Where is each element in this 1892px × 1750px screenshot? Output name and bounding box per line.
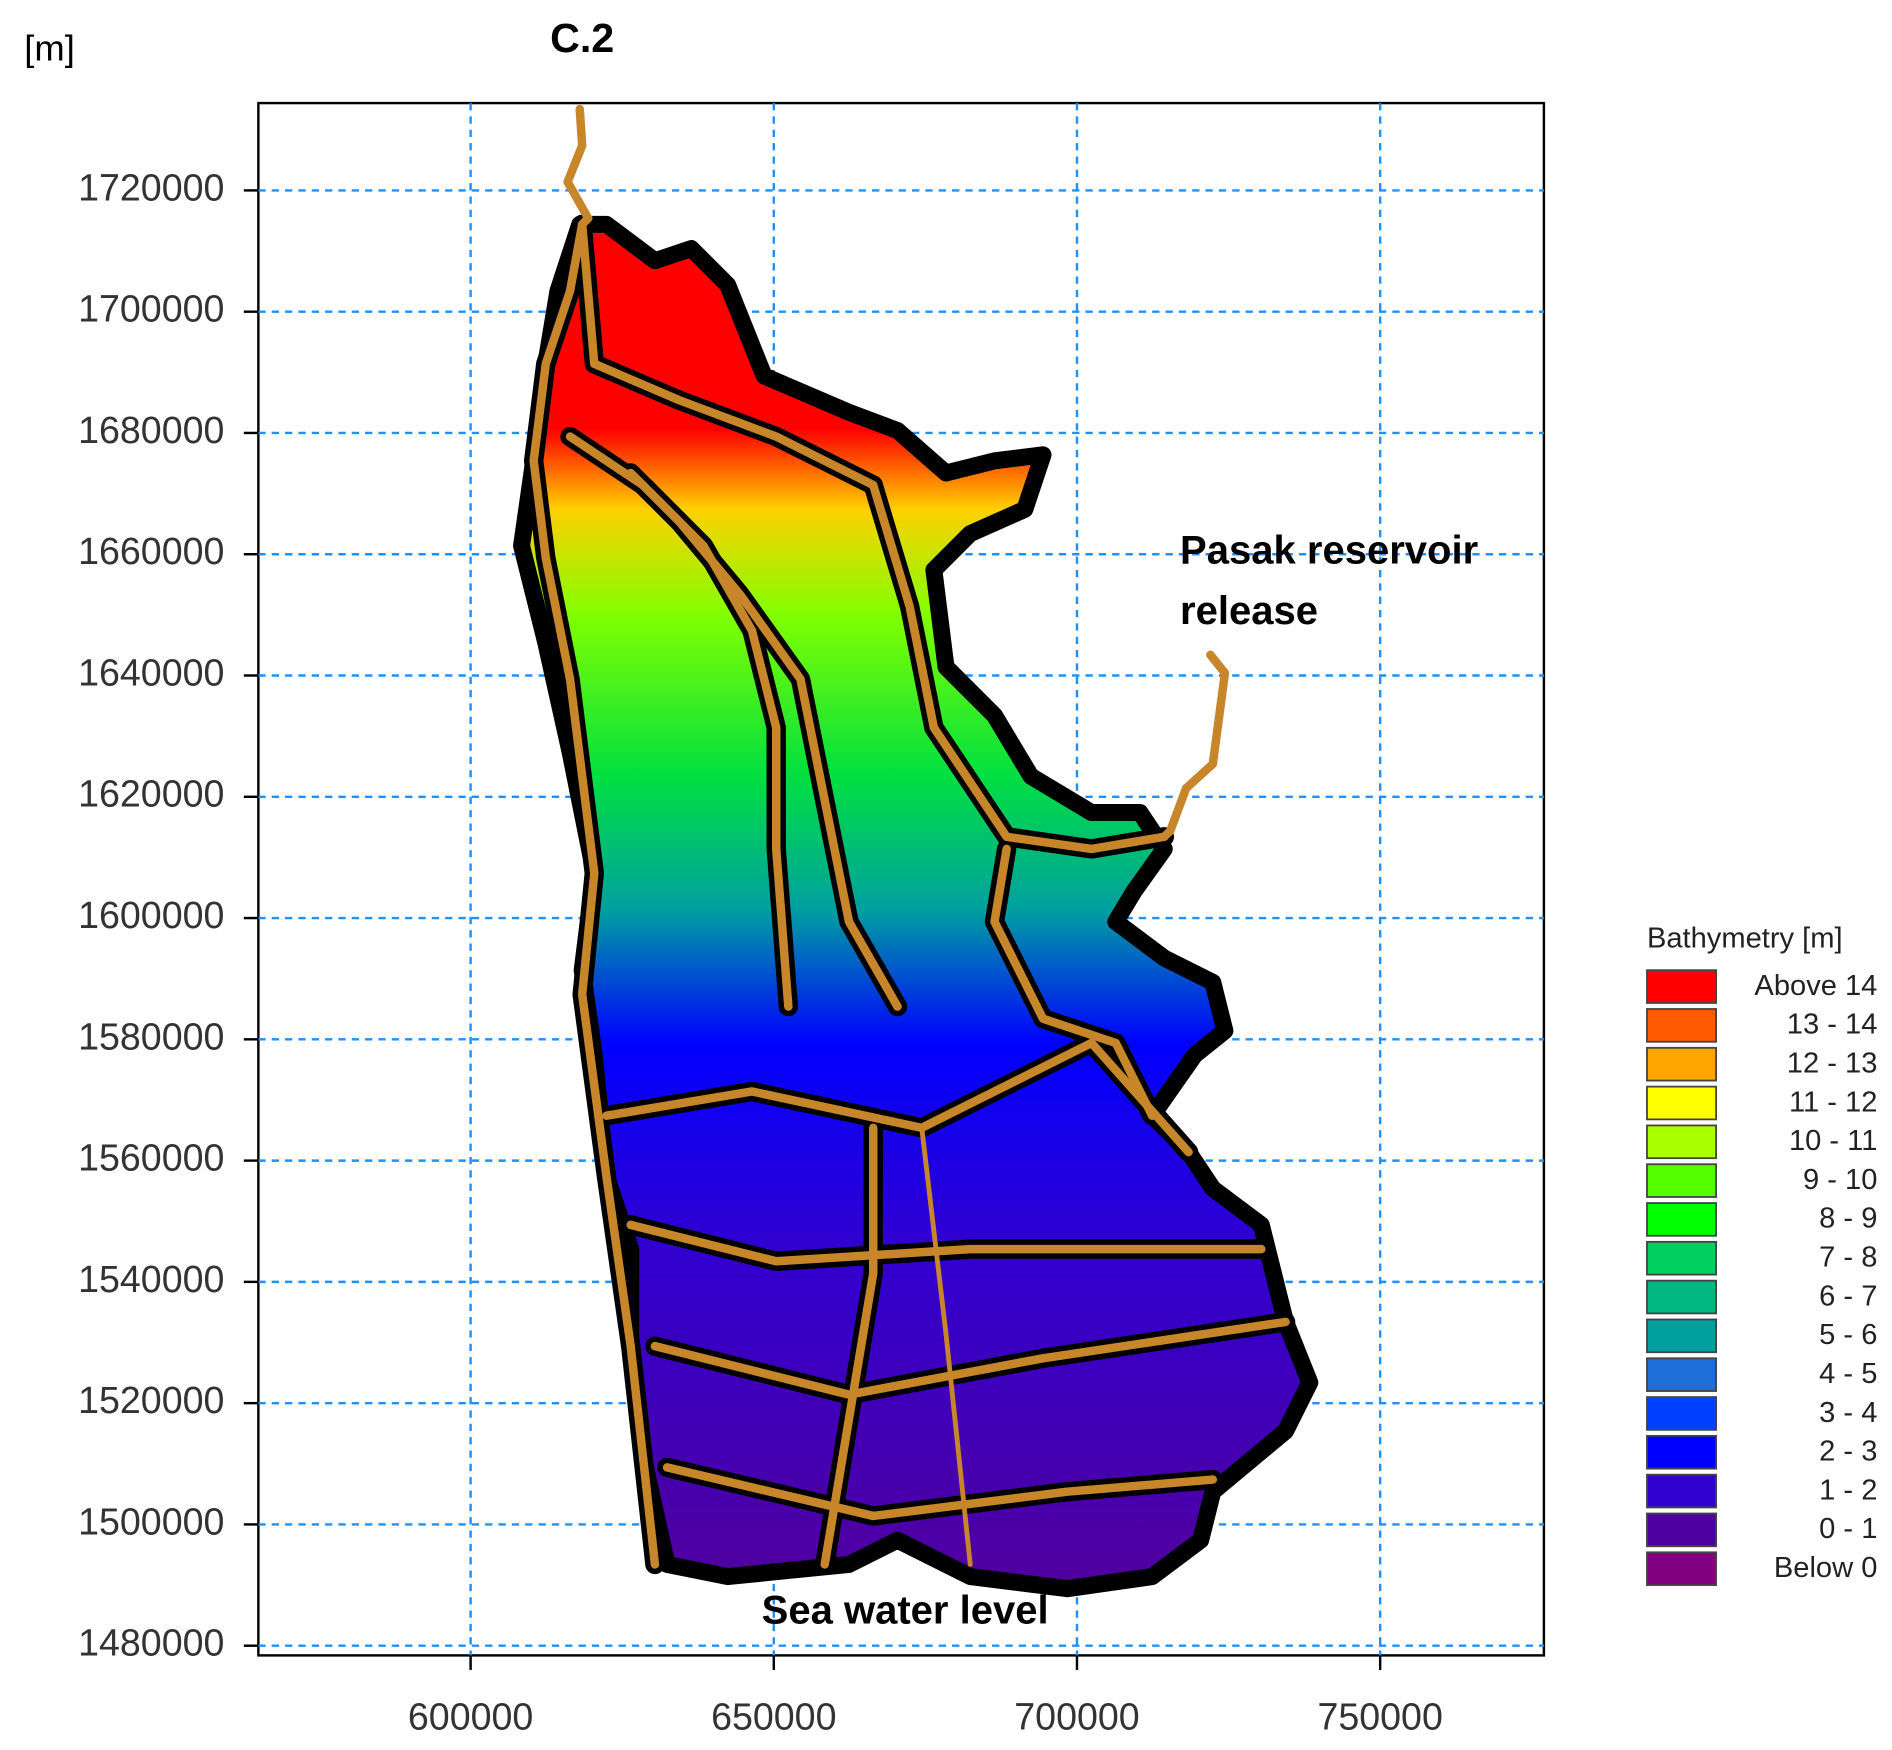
legend-label: Above 14 [1754, 970, 1877, 1002]
legend-swatch [1646, 1396, 1718, 1431]
legend-label: 6 - 7 [1819, 1280, 1877, 1312]
y-tick-label: 1720000 [78, 166, 224, 208]
annotation: Sea water level [762, 1589, 1049, 1633]
legend-swatch [1646, 1473, 1718, 1509]
y-tick-label: 1680000 [78, 409, 224, 451]
legend-label: 9 - 10 [1803, 1164, 1877, 1196]
legend-swatch [1646, 1008, 1718, 1043]
legend-label: Below 0 [1774, 1552, 1878, 1584]
x-tick-label: 600000 [408, 1696, 533, 1738]
x-tick-label: 700000 [1014, 1696, 1139, 1738]
legend-swatch [1646, 1357, 1718, 1392]
annotation: release [1180, 589, 1318, 633]
legend-label: 1 - 2 [1819, 1474, 1877, 1506]
legend-label: 7 - 8 [1819, 1242, 1877, 1274]
legend-label: 10 - 11 [1789, 1125, 1877, 1157]
y-tick-label: 1700000 [78, 288, 224, 330]
legend-swatch [1646, 1046, 1718, 1082]
legend-swatch [1646, 969, 1718, 1004]
y-tick-label: 1620000 [78, 773, 224, 815]
y-tick-label: 1560000 [78, 1137, 224, 1179]
legend-label: 4 - 5 [1819, 1358, 1877, 1390]
legend-swatch [1646, 1124, 1718, 1160]
y-tick-label: 1520000 [78, 1379, 224, 1421]
y-tick-label: 1600000 [78, 894, 224, 936]
legend-label: 13 - 14 [1787, 1009, 1878, 1041]
y-tick-label: 1540000 [78, 1258, 224, 1300]
legend-swatch [1646, 1318, 1718, 1354]
legend-swatch [1646, 1551, 1718, 1586]
unit-label: [m] [24, 28, 75, 69]
legend-label: 3 - 4 [1819, 1397, 1877, 1429]
y-tick-label: 1580000 [78, 1015, 224, 1057]
legend-label: 0 - 1 [1819, 1513, 1877, 1545]
legend-label: 12 - 13 [1787, 1047, 1878, 1079]
legend-swatch [1646, 1279, 1718, 1315]
legend-title: Bathymetry [m] [1647, 923, 1843, 955]
legend-label: 8 - 9 [1819, 1203, 1877, 1235]
y-tick-label: 1500000 [78, 1500, 224, 1542]
legend-label: 5 - 6 [1819, 1319, 1877, 1351]
legend-swatch [1646, 1434, 1718, 1470]
legend-swatch [1646, 1240, 1718, 1276]
legend-label: 11 - 12 [1789, 1086, 1877, 1118]
y-tick-label: 1480000 [78, 1622, 224, 1664]
legend-swatch [1646, 1163, 1718, 1198]
figure-title: C.2 [550, 15, 614, 61]
river-network [523, 104, 1296, 1575]
legend-swatch [1646, 1512, 1718, 1548]
x-tick-label: 750000 [1317, 1696, 1442, 1738]
y-tick-label: 1660000 [78, 530, 224, 572]
legend-swatch [1646, 1085, 1718, 1121]
annotation: Pasak reservoir [1180, 529, 1478, 573]
y-tick-label: 1640000 [78, 651, 224, 693]
x-tick-label: 650000 [711, 1696, 836, 1738]
legend-swatch [1646, 1202, 1718, 1237]
legend-label: 2 - 3 [1819, 1436, 1877, 1468]
